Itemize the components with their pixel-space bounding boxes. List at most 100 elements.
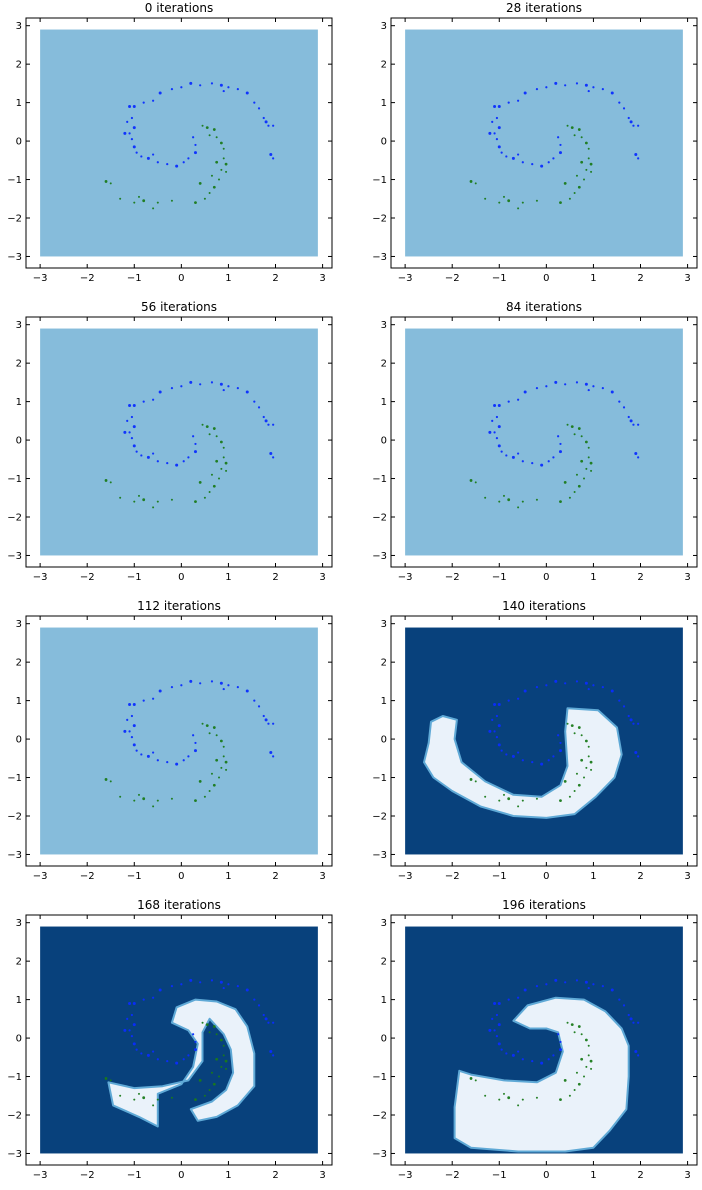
blue-point <box>199 84 202 87</box>
blue-point <box>610 390 614 394</box>
green-point <box>474 780 477 783</box>
blue-point <box>123 729 127 733</box>
green-point <box>170 199 173 202</box>
green-point <box>220 467 223 470</box>
blue-point <box>132 126 136 130</box>
blue-point <box>497 724 501 728</box>
green-point <box>507 1096 511 1100</box>
green-point <box>587 755 590 758</box>
green-point <box>215 734 218 737</box>
green-point <box>201 124 204 127</box>
decision-region <box>107 998 256 1128</box>
y-tick-label: −1 <box>372 474 387 485</box>
blue-point <box>627 116 630 120</box>
blue-point <box>170 387 174 390</box>
blue-point <box>488 1028 492 1032</box>
green-point <box>570 724 574 728</box>
green-point <box>220 766 223 769</box>
blue-point <box>130 437 134 440</box>
y-tick-label: 1 <box>381 98 387 109</box>
green-point <box>580 1033 583 1036</box>
x-tick-label: −2 <box>80 273 95 284</box>
green-point <box>577 726 581 729</box>
blue-point <box>227 385 230 388</box>
y-tick-label: 3 <box>16 918 22 929</box>
y-tick-label: −2 <box>7 513 22 524</box>
blue-point <box>156 759 159 762</box>
green-point <box>104 1077 108 1080</box>
y-tick-label: −2 <box>7 214 22 225</box>
green-point <box>570 1023 574 1027</box>
y-tick-label: 1 <box>16 696 22 707</box>
blue-point <box>187 1054 190 1057</box>
blue-point <box>272 157 275 160</box>
y-tick-label: 2 <box>381 957 387 968</box>
blue-point <box>491 419 494 422</box>
green-point <box>570 425 574 429</box>
green-point <box>474 1079 477 1082</box>
green-point <box>573 1031 576 1034</box>
blue-point <box>193 151 197 155</box>
y-tick-label: −1 <box>372 175 387 186</box>
blue-point <box>535 985 539 988</box>
blue-point <box>132 1042 136 1046</box>
blue-point <box>262 714 265 718</box>
blue-point <box>269 452 273 456</box>
green-point <box>587 446 590 449</box>
y-tick-label: 0 <box>16 137 22 148</box>
decision-background <box>40 627 318 855</box>
blue-point <box>587 89 590 93</box>
green-point <box>137 494 140 497</box>
green-point <box>566 124 569 127</box>
x-tick-label: −2 <box>445 1170 460 1181</box>
blue-point <box>517 1050 520 1053</box>
blue-point <box>222 388 225 392</box>
x-tick-label: 2 <box>637 273 643 284</box>
blue-point <box>500 450 503 453</box>
green-point <box>142 498 146 502</box>
blue-point <box>488 430 492 434</box>
blue-point <box>507 400 510 403</box>
green-point <box>152 506 155 509</box>
green-point <box>194 201 197 205</box>
blue-point <box>497 1023 501 1027</box>
green-point <box>575 772 578 775</box>
blue-point <box>497 104 501 108</box>
blue-point <box>575 82 579 85</box>
x-tick-label: 3 <box>319 1170 325 1181</box>
green-point <box>589 760 593 764</box>
y-tick-label: 3 <box>16 320 22 331</box>
x-tick-label: 0 <box>178 871 184 882</box>
blue-point <box>189 380 193 384</box>
blue-point <box>132 1001 136 1005</box>
y-tick-label: −1 <box>372 773 387 784</box>
blue-point <box>146 156 150 160</box>
blue-point <box>170 985 174 988</box>
x-tick-label: 0 <box>178 273 184 284</box>
blue-point <box>132 425 136 429</box>
blue-point <box>601 387 604 390</box>
green-point <box>584 739 588 743</box>
green-point <box>198 181 202 185</box>
green-point <box>137 1092 140 1095</box>
blue-point <box>142 699 145 702</box>
blue-point <box>210 381 214 384</box>
blue-point <box>618 699 621 702</box>
green-point <box>573 491 576 493</box>
blue-point <box>192 435 195 438</box>
blue-point <box>505 753 508 756</box>
green-point <box>208 732 211 735</box>
green-point <box>203 496 206 499</box>
blue-point <box>126 718 129 721</box>
blue-point <box>637 157 640 160</box>
green-point <box>484 1094 487 1097</box>
blue-point <box>627 415 630 419</box>
blue-point <box>264 419 268 423</box>
green-point <box>577 1025 581 1028</box>
blue-point <box>610 91 614 95</box>
blue-point <box>535 88 539 91</box>
blue-point <box>245 988 249 992</box>
blue-point <box>272 722 275 725</box>
green-point <box>109 1079 112 1082</box>
green-point <box>133 201 136 204</box>
